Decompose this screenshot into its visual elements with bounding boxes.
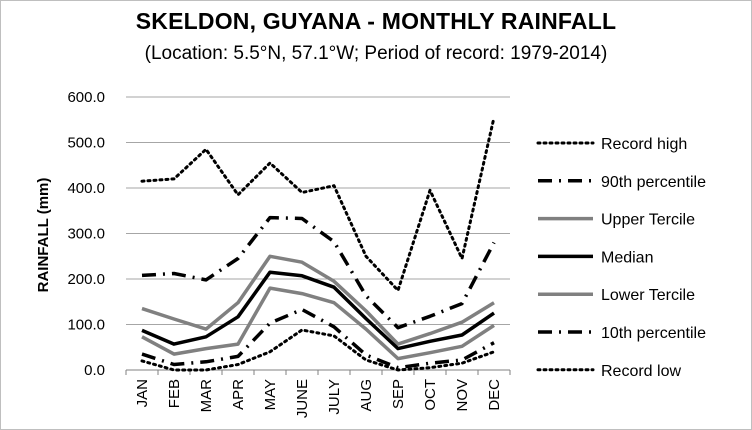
x-tick-label: FEB	[166, 379, 183, 408]
legend-label-record-high: Record high	[601, 136, 687, 153]
legend-label-90th-percentile: 90th percentile	[601, 174, 706, 191]
x-tick-label: JULY	[326, 379, 343, 415]
x-tick-label: MAR	[198, 379, 215, 413]
x-tick-label: AUG	[358, 379, 375, 412]
legend-label-lower-tercile: Lower Tercile	[601, 287, 695, 304]
x-tick-label: DEC	[486, 379, 503, 411]
x-tick-label: MAY	[262, 379, 279, 410]
legend-label-10th-percentile: 10th percentile	[601, 325, 706, 342]
y-tick-label: 0.0	[84, 362, 105, 379]
y-tick-label: 200.0	[67, 271, 105, 288]
x-tick-label: SEP	[390, 379, 407, 409]
legend-label-record-low: Record low	[601, 363, 681, 380]
chart-title: SKELDON, GUYANA - MONTHLY RAINFALL	[135, 8, 617, 34]
legend: Record high 90th percentile Upper Tercile M…	[536, 136, 706, 380]
y-tick-label: 300.0	[67, 226, 105, 243]
chart-subtitle: (Location: 5.5°N, 57.1°W; Period of reco…	[144, 43, 608, 64]
series-line-10th-percentile	[141, 307, 495, 370]
legend-label-median: Median	[601, 249, 653, 266]
x-tick-label: JUNE	[294, 379, 311, 418]
series-line-record-low	[140, 328, 496, 372]
x-tick-label: OCT	[422, 379, 439, 411]
y-axis-label: RAINFALL (mm)	[35, 178, 52, 293]
x-axis-ticks: JAN FEB MAR APR MAY JUNE JULY AUG SEP OCT NOV DEC	[125, 370, 511, 418]
x-tick-label: APR	[230, 379, 247, 410]
series-line-upper-tercile	[141, 254, 495, 346]
y-tick-label: 400.0	[67, 180, 105, 197]
series-line-record-high	[140, 116, 496, 292]
x-tick-label: NOV	[454, 379, 471, 412]
x-tick-label: JAN	[134, 379, 151, 407]
gridlines	[126, 96, 510, 325]
series-line-median	[141, 270, 495, 351]
y-tick-label: 100.0	[67, 317, 105, 334]
y-axis-ticks: 0.0 100.0 200.0 300.0 400.0 500.0 600.0	[67, 89, 105, 379]
series-lines	[140, 116, 496, 372]
series-line-lower-tercile	[141, 286, 495, 361]
y-tick-label: 500.0	[67, 135, 105, 152]
legend-label-upper-tercile: Upper Tercile	[601, 212, 695, 229]
y-tick-label: 600.0	[67, 89, 105, 106]
